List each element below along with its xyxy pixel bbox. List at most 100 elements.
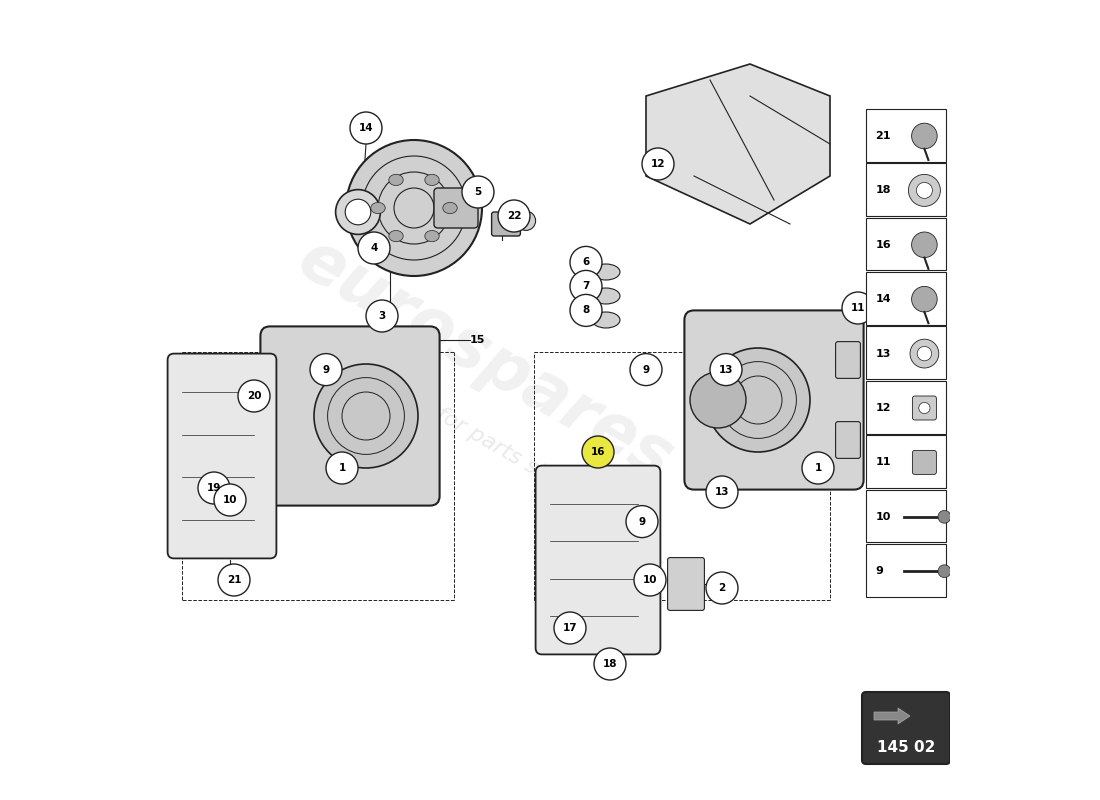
Circle shape — [570, 246, 602, 278]
Text: 12: 12 — [876, 403, 891, 413]
Text: 21: 21 — [227, 575, 241, 585]
Text: 17: 17 — [563, 623, 578, 633]
Circle shape — [642, 148, 674, 180]
Text: 13: 13 — [876, 349, 891, 358]
Text: 22: 22 — [507, 211, 521, 221]
Circle shape — [626, 506, 658, 538]
Circle shape — [802, 452, 834, 484]
Circle shape — [917, 346, 932, 361]
FancyBboxPatch shape — [261, 326, 440, 506]
Circle shape — [710, 354, 742, 386]
FancyBboxPatch shape — [434, 188, 478, 228]
Bar — [866, 109, 946, 162]
Circle shape — [238, 380, 270, 412]
Bar — [866, 490, 946, 542]
Polygon shape — [874, 708, 910, 724]
FancyBboxPatch shape — [836, 422, 860, 458]
FancyBboxPatch shape — [167, 354, 276, 558]
Text: 9: 9 — [642, 365, 650, 374]
Text: 9: 9 — [638, 517, 646, 526]
Text: 12: 12 — [651, 159, 666, 169]
Text: 8: 8 — [582, 306, 590, 315]
Circle shape — [326, 452, 358, 484]
FancyBboxPatch shape — [536, 466, 660, 654]
Text: 16: 16 — [591, 447, 605, 457]
Circle shape — [634, 564, 665, 596]
FancyBboxPatch shape — [248, 358, 273, 394]
Bar — [866, 272, 946, 325]
Circle shape — [910, 339, 938, 368]
Bar — [866, 435, 946, 488]
Text: 11: 11 — [876, 458, 891, 467]
Ellipse shape — [425, 230, 439, 242]
Text: 9: 9 — [876, 566, 883, 576]
Circle shape — [336, 190, 381, 234]
Circle shape — [842, 292, 874, 324]
Text: 18: 18 — [603, 659, 617, 669]
Circle shape — [630, 354, 662, 386]
Ellipse shape — [388, 174, 404, 186]
Text: eurospares: eurospares — [287, 226, 685, 494]
Text: 6: 6 — [582, 258, 590, 267]
Text: 16: 16 — [876, 240, 891, 250]
Text: 21: 21 — [876, 131, 891, 141]
Text: 14: 14 — [359, 123, 373, 133]
Ellipse shape — [592, 312, 620, 328]
FancyBboxPatch shape — [912, 450, 936, 474]
Text: 5: 5 — [474, 187, 482, 197]
Circle shape — [498, 200, 530, 232]
Bar — [866, 544, 946, 597]
Circle shape — [690, 372, 746, 428]
Ellipse shape — [592, 288, 620, 304]
Text: 4: 4 — [371, 243, 377, 253]
Circle shape — [366, 300, 398, 332]
Circle shape — [706, 348, 810, 452]
FancyBboxPatch shape — [862, 692, 950, 764]
Text: 19: 19 — [207, 483, 221, 493]
Circle shape — [346, 140, 482, 276]
FancyBboxPatch shape — [248, 438, 273, 474]
Text: 10: 10 — [876, 512, 891, 522]
Circle shape — [198, 472, 230, 504]
Text: 20: 20 — [246, 391, 262, 401]
Text: 11: 11 — [850, 303, 866, 313]
Bar — [866, 218, 946, 270]
Circle shape — [916, 182, 933, 198]
Text: 14: 14 — [876, 294, 891, 304]
Text: 13: 13 — [718, 365, 734, 374]
Text: 7: 7 — [582, 282, 590, 291]
Circle shape — [314, 364, 418, 468]
Text: 145 02: 145 02 — [877, 741, 935, 755]
Ellipse shape — [592, 264, 620, 280]
Text: 3: 3 — [378, 311, 386, 321]
Circle shape — [462, 176, 494, 208]
Bar — [866, 381, 946, 434]
Text: 2: 2 — [718, 583, 726, 593]
FancyBboxPatch shape — [684, 310, 864, 490]
Text: 13: 13 — [715, 487, 729, 497]
Circle shape — [358, 232, 390, 264]
Circle shape — [516, 211, 536, 230]
Circle shape — [350, 112, 382, 144]
Circle shape — [938, 510, 950, 523]
FancyBboxPatch shape — [836, 342, 860, 378]
Circle shape — [594, 648, 626, 680]
Ellipse shape — [443, 202, 458, 214]
Circle shape — [570, 294, 602, 326]
Text: 9: 9 — [322, 365, 330, 374]
Bar — [866, 326, 946, 379]
FancyBboxPatch shape — [668, 558, 704, 610]
Circle shape — [909, 174, 940, 206]
Text: 10: 10 — [642, 575, 658, 585]
Circle shape — [582, 436, 614, 468]
FancyBboxPatch shape — [912, 396, 936, 420]
Circle shape — [345, 199, 371, 225]
Circle shape — [912, 232, 937, 258]
Circle shape — [912, 286, 937, 312]
Text: 10: 10 — [222, 495, 238, 505]
Text: 1: 1 — [814, 463, 822, 473]
Ellipse shape — [425, 174, 439, 186]
Circle shape — [570, 270, 602, 302]
Circle shape — [554, 612, 586, 644]
Circle shape — [218, 564, 250, 596]
